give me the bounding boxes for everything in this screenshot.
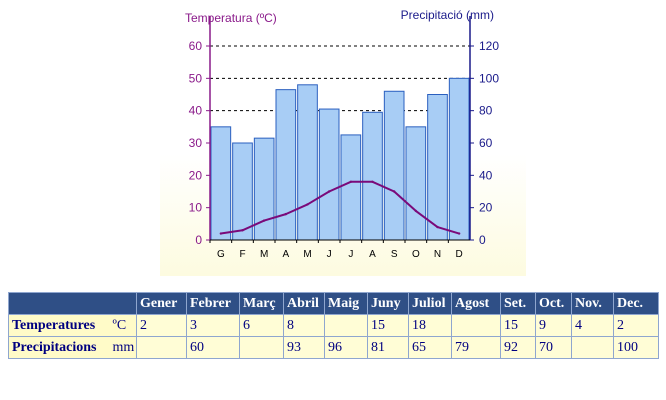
left-tick-label: 50: [189, 71, 203, 85]
right-tick-label: 40: [479, 168, 493, 182]
precipitation-bar: [232, 142, 253, 241]
table-cell: 100: [613, 336, 659, 359]
temperature-point: [327, 190, 331, 193]
month-header: Oct.: [535, 292, 572, 315]
table-cell: 2: [136, 314, 187, 337]
table-cell: 81: [367, 336, 409, 359]
right-tick-label: 120: [479, 39, 499, 53]
x-tick-label: J: [348, 249, 353, 260]
table-cell: [451, 314, 501, 337]
table-cell: 96: [324, 336, 368, 359]
x-tick-label: F: [239, 249, 245, 260]
table-cell: 70: [535, 336, 572, 359]
left-tick-label: 30: [189, 136, 203, 150]
precipitation-bar: [210, 126, 232, 241]
x-tick-label: S: [391, 249, 398, 260]
right-axis-title: Precipitació (mm): [401, 8, 494, 22]
climate-chart-panel: 0 10 20 30 40 50 60 0 20 40 60 80 100 120 G F M A M J J A S O N D…: [160, 6, 526, 276]
temperature-point: [349, 180, 353, 183]
temperature-line: [220, 180, 460, 235]
x-tick-label: M: [260, 249, 268, 260]
table-cell: 93: [283, 336, 325, 359]
row-unit: ºC: [109, 314, 137, 337]
precipitation-bar: [318, 108, 340, 241]
left-tick-label: 10: [189, 201, 203, 215]
right-tick-label: 100: [479, 71, 499, 85]
table-cell: [136, 336, 187, 359]
climate-chart: 0 10 20 30 40 50 60 0 20 40 60 80 100 120 G F M A M J J A S O N D…: [185, 8, 499, 260]
month-header: Dec.: [613, 292, 659, 315]
table-cell: 18: [408, 314, 452, 337]
x-tick-label: A: [369, 249, 376, 260]
month-header: Juny: [367, 292, 409, 315]
climate-table: Gener Febrer Març Abril Maig Juny Juliol…: [8, 292, 659, 359]
table-cell: 3: [186, 314, 240, 337]
precipitation-bar: [275, 89, 297, 241]
month-header: Febrer: [186, 292, 240, 315]
month-header: Juliol: [408, 292, 452, 315]
left-tick-label: 0: [195, 233, 202, 247]
table-cell: 79: [451, 336, 501, 359]
month-header: Nov.: [571, 292, 614, 315]
temperature-point: [306, 203, 309, 206]
temperature-point: [284, 212, 288, 216]
right-tick-label: 0: [479, 233, 486, 247]
month-header: Agost: [451, 292, 501, 315]
table-row-temperatures: Temperatures ºC 2 3 6 8 15 18 15 9 4 2: [8, 314, 659, 337]
table-cell: 4: [571, 314, 614, 337]
precipitation-bar: [427, 94, 448, 241]
temperature-point: [219, 232, 223, 235]
month-header: Set.: [500, 292, 536, 315]
temperature-point: [457, 232, 461, 235]
table-cell: 15: [500, 314, 536, 337]
temperature-point: [392, 190, 396, 193]
left-tick-label: 40: [189, 104, 203, 118]
left-tick-label: 60: [189, 39, 203, 53]
month-header: Març: [239, 292, 284, 315]
table-corner-cell: [8, 292, 137, 315]
x-tick-label: M: [303, 249, 311, 260]
precipitation-bar: [340, 134, 362, 241]
precipitation-bar: [362, 111, 383, 241]
left-axis-title: Temperatura (ºC): [185, 11, 277, 25]
row-label: Precipitacions: [8, 336, 110, 359]
temperature-point: [436, 225, 439, 229]
precipitation-bar: [405, 126, 427, 241]
x-tick-label: D: [456, 249, 463, 260]
table-cell: 60: [186, 336, 240, 359]
x-tick-label: O: [412, 249, 420, 260]
table-cell: 2: [613, 314, 659, 337]
table-cell: 9: [535, 314, 572, 337]
row-unit: mm: [109, 336, 137, 359]
table-cell: 15: [367, 314, 409, 337]
table-cell: [571, 336, 614, 359]
temperature-point: [262, 219, 266, 222]
right-tick-label: 60: [479, 136, 493, 150]
month-header: Gener: [136, 292, 187, 315]
temperature-point: [414, 209, 418, 213]
table-cell: 92: [500, 336, 536, 359]
table-cell: 6: [239, 314, 284, 337]
table-row-precipitations: Precipitacions mm 60 93 96 81 65 79 92 7…: [8, 336, 659, 359]
x-tick-label: G: [217, 249, 225, 260]
row-label: Temperatures: [8, 314, 110, 337]
precipitation-bar: [297, 84, 318, 241]
temperature-point: [241, 229, 244, 232]
precipitation-bar: [448, 77, 470, 241]
right-tick-label: 20: [479, 201, 493, 215]
table-cell: 65: [408, 336, 452, 359]
table-cell: [239, 336, 284, 359]
precipitation-bar: [383, 90, 405, 241]
month-header: Abril: [283, 292, 325, 315]
x-tick-label: N: [434, 249, 441, 260]
right-tick-label: 80: [479, 104, 493, 118]
left-tick-label: 20: [189, 168, 203, 182]
table-cell: [324, 314, 368, 337]
table-header-row: Gener Febrer Març Abril Maig Juny Juliol…: [8, 292, 659, 315]
month-header: Maig: [324, 292, 368, 315]
x-tick-label: J: [327, 249, 332, 260]
temperature-point: [371, 180, 374, 183]
x-tick-label: A: [282, 249, 289, 260]
table-cell: 8: [283, 314, 325, 337]
